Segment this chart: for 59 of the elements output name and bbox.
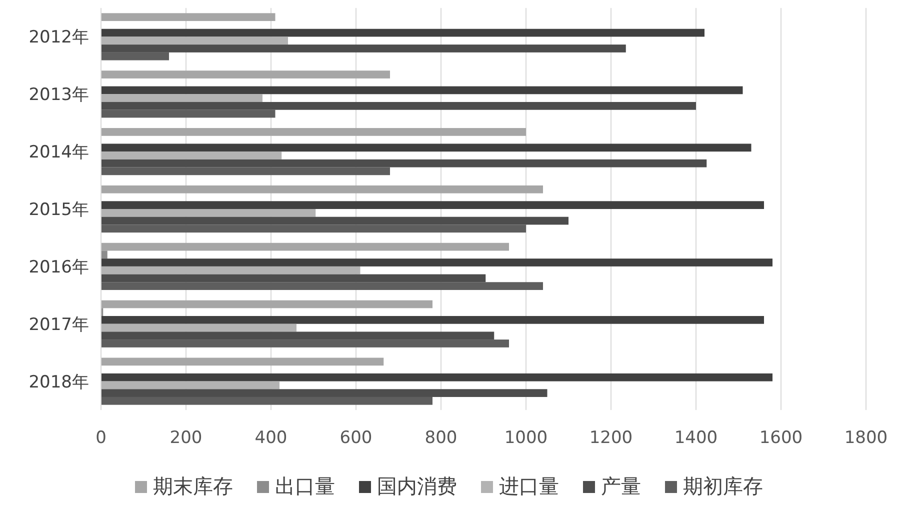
bar	[101, 274, 486, 282]
x-tick-label: 1600	[759, 428, 803, 448]
legend-label: 期初库存	[683, 474, 763, 498]
bar	[101, 389, 548, 397]
x-tick-label: 0	[96, 428, 106, 448]
bar	[101, 316, 764, 324]
legend-label: 进口量	[499, 474, 559, 498]
x-tick-label: 800	[424, 428, 458, 448]
bar	[101, 167, 390, 176]
bar	[101, 373, 772, 382]
bar	[101, 332, 494, 340]
y-tick-label: 2014年	[28, 142, 89, 163]
legend-label: 出口量	[275, 474, 335, 498]
legend-label: 产量	[601, 474, 641, 498]
bar	[101, 201, 764, 209]
bar	[101, 250, 108, 259]
y-tick-label: 2016年	[28, 257, 89, 278]
bar	[101, 159, 707, 168]
bar	[101, 282, 543, 290]
bar	[101, 13, 276, 22]
bar	[101, 128, 526, 136]
bar	[101, 216, 568, 225]
bar	[101, 381, 280, 390]
bar	[101, 340, 509, 348]
bar	[101, 36, 288, 45]
bar	[101, 44, 626, 52]
x-tick-label: 1200	[589, 428, 633, 448]
bar	[101, 209, 316, 217]
bar	[101, 152, 282, 160]
bar	[101, 70, 390, 78]
bar	[101, 396, 432, 405]
x-tick-label: 600	[340, 428, 372, 448]
x-tick-label: 400	[254, 428, 288, 448]
bar	[101, 358, 384, 366]
bar	[101, 110, 276, 118]
x-tick-label: 200	[170, 428, 202, 448]
bar	[101, 102, 696, 110]
bar	[101, 300, 432, 308]
bar	[101, 324, 296, 332]
bar	[101, 94, 262, 102]
x-tick-label: 1800	[844, 428, 888, 448]
y-tick-label: 2018年	[28, 372, 89, 392]
y-tick-label: 2017年	[28, 314, 89, 335]
legend-label: 国内消费	[377, 474, 457, 498]
bar	[101, 258, 772, 266]
bar	[101, 86, 743, 94]
bar	[101, 144, 752, 152]
x-tick-label: 1000	[504, 428, 548, 448]
bar	[101, 185, 543, 194]
y-tick-label: 2012年	[28, 28, 89, 48]
y-tick-label: 2015年	[28, 200, 89, 220]
bar	[101, 28, 704, 37]
bar	[101, 224, 526, 233]
x-tick-label: 1400	[674, 428, 718, 448]
bar	[101, 242, 509, 251]
y-tick-label: 2013年	[28, 85, 89, 106]
bar	[101, 266, 360, 274]
bar	[101, 52, 169, 60]
legend-label: 期末库存	[153, 474, 233, 498]
